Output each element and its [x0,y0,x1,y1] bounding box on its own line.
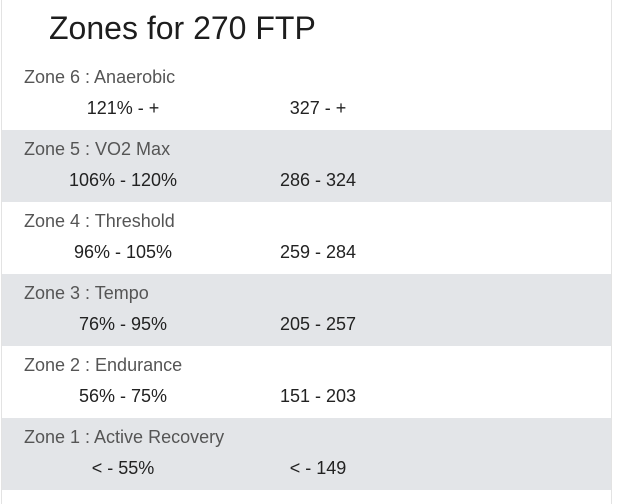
zone-name: Zone 3 : Tempo [24,283,149,303]
zone-watts-range: 259 - 284 [279,242,357,262]
zone-name: Zone 1 : Active Recovery [24,427,225,447]
zone-watts-range: 327 - + [289,98,347,118]
zone-row-1: Zone 1 : Active Recovery < - 55% < - 149 [2,418,611,490]
zone-row-5: Zone 5 : VO2 Max 106% - 120% 286 - 324 [2,130,611,202]
zone-row-4: Zone 4 : Threshold 96% - 105% 259 - 284 [2,202,611,274]
zone-percent-range: 76% - 95% [78,314,168,334]
zone-percent-range: 106% - 120% [68,170,178,190]
zone-watts-range: 151 - 203 [279,386,357,406]
page-title: Zones for 270 FTP [49,10,316,46]
zone-percent-range: 96% - 105% [73,242,173,262]
zone-name: Zone 4 : Threshold [24,211,175,231]
zone-name: Zone 6 : Anaerobic [24,67,176,87]
zone-watts-range: 205 - 257 [279,314,357,334]
zone-watts-range: 286 - 324 [279,170,357,190]
zone-list: Zone 6 : Anaerobic 121% - + 327 - + Zone… [2,58,611,490]
zone-row-6: Zone 6 : Anaerobic 121% - + 327 - + [2,58,611,130]
zone-name: Zone 2 : Endurance [24,355,183,375]
zone-percent-range: < - 55% [91,458,155,478]
zone-percent-range: 121% - + [86,98,160,118]
zone-watts-range: < - 149 [289,458,347,478]
zone-row-2: Zone 2 : Endurance 56% - 75% 151 - 203 [2,346,611,418]
zone-percent-range: 56% - 75% [78,386,168,406]
zone-name: Zone 5 : VO2 Max [24,139,171,159]
zone-row-3: Zone 3 : Tempo 76% - 95% 205 - 257 [2,274,611,346]
